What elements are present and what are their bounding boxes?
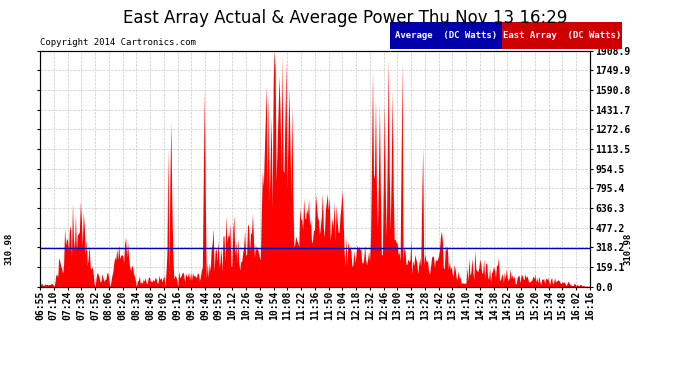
Text: Average  (DC Watts): Average (DC Watts) xyxy=(395,31,497,40)
Text: 310.98: 310.98 xyxy=(4,232,14,264)
Text: East Array  (DC Watts): East Array (DC Watts) xyxy=(502,31,621,40)
Text: 310.98: 310.98 xyxy=(623,232,633,264)
Text: East Array Actual & Average Power Thu Nov 13 16:29: East Array Actual & Average Power Thu No… xyxy=(123,9,567,27)
Text: Copyright 2014 Cartronics.com: Copyright 2014 Cartronics.com xyxy=(40,38,196,47)
